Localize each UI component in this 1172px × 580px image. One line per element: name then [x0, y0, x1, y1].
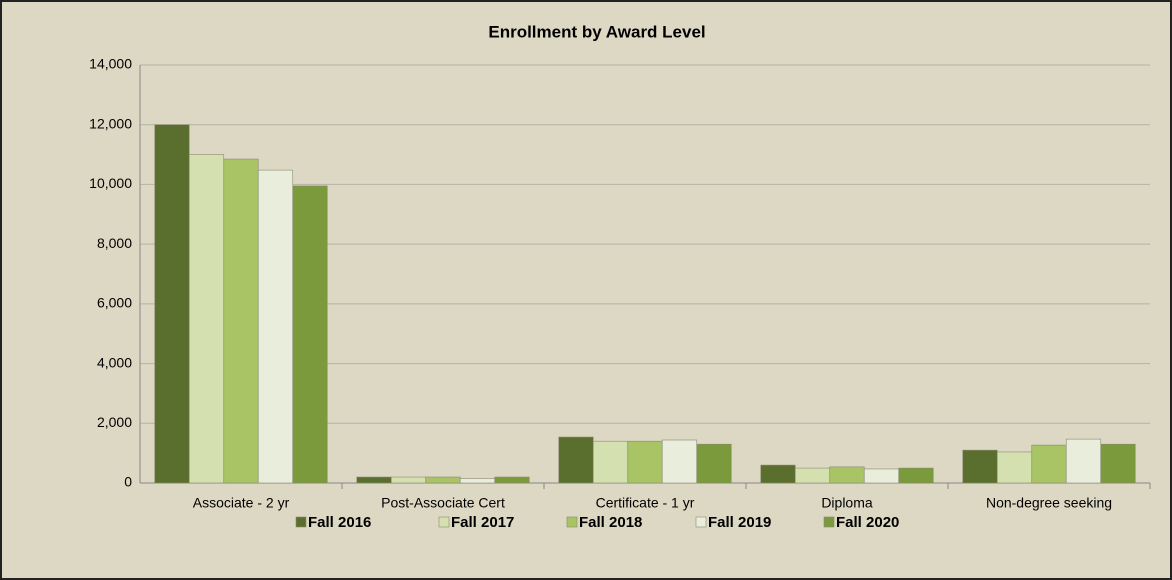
bar [459, 478, 496, 484]
y-tick-label: 14,000 [89, 56, 132, 72]
x-tick-label: Diploma [821, 495, 873, 511]
bar [257, 169, 294, 484]
bar [558, 436, 594, 484]
y-tick-label: 2,000 [97, 414, 132, 430]
bar [661, 439, 698, 484]
bar [223, 158, 259, 484]
legend-swatch [566, 516, 578, 528]
y-tick-label: 6,000 [97, 295, 132, 311]
legend-label: Fall 2020 [836, 514, 899, 531]
bar [863, 468, 900, 484]
legend-swatch [438, 516, 450, 528]
bar [390, 476, 427, 484]
bar [1065, 438, 1102, 484]
legend-label: Fall 2017 [451, 514, 514, 531]
bar [1100, 443, 1136, 484]
y-tick-label: 4,000 [97, 354, 132, 370]
x-tick-label: Non-degree seeking [986, 495, 1112, 511]
bar [154, 124, 190, 484]
bar [962, 449, 998, 484]
legend-label: Fall 2018 [579, 514, 642, 531]
bar [425, 476, 461, 484]
bar [829, 466, 865, 484]
y-tick-label: 8,000 [97, 235, 132, 251]
bar [898, 467, 934, 484]
legend-label: Fall 2016 [308, 514, 371, 531]
x-tick-label: Post-Associate Cert [381, 495, 505, 511]
bar [356, 476, 392, 484]
bar [494, 476, 530, 484]
bar [627, 440, 663, 484]
bar [996, 451, 1033, 484]
bar [760, 464, 796, 484]
y-tick-label: 0 [124, 474, 132, 490]
legend-swatch [695, 516, 707, 528]
bar [1031, 444, 1067, 484]
legend-swatch [295, 516, 307, 528]
y-tick-label: 12,000 [89, 115, 132, 131]
bar [592, 440, 629, 484]
bar [188, 154, 225, 484]
bar [794, 467, 831, 484]
y-tick-label: 10,000 [89, 175, 132, 191]
bar [696, 443, 732, 484]
x-tick-label: Certificate - 1 yr [596, 495, 695, 511]
chart-title: Enrollment by Award Level [488, 22, 705, 41]
x-tick-label: Associate - 2 yr [193, 495, 290, 511]
legend-label: Fall 2019 [708, 514, 771, 531]
legend-swatch [823, 516, 835, 528]
bar [292, 185, 328, 484]
